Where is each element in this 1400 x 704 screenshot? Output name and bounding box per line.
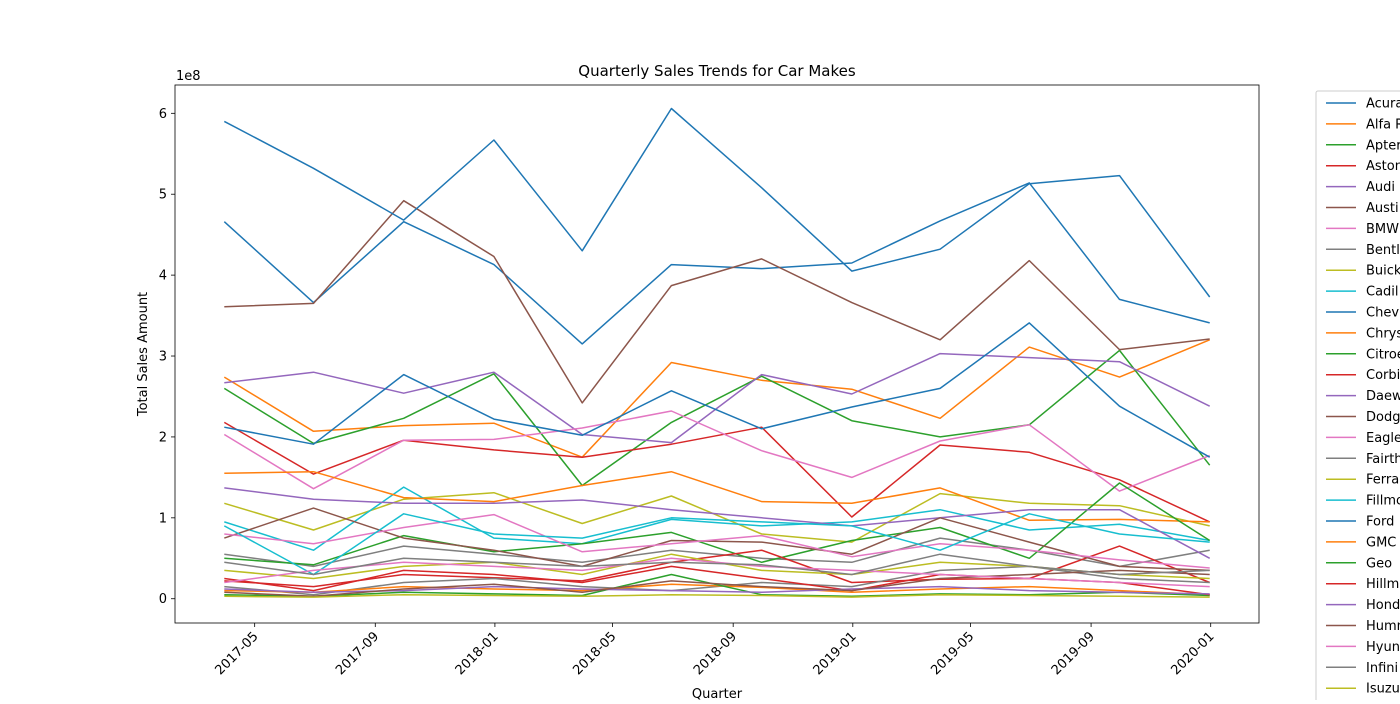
y-scale-label: 1e8	[176, 69, 201, 84]
legend-label: Chev	[1366, 306, 1399, 321]
y-tick-label: 6	[159, 107, 167, 122]
legend-label: Corbi	[1366, 368, 1400, 383]
legend-label: Aston	[1366, 159, 1400, 174]
y-tick-label: 1	[159, 511, 167, 526]
x-tick-label: 2017-05	[213, 629, 262, 678]
y-tick-label: 3	[159, 350, 167, 365]
legend-label: Hond	[1366, 598, 1400, 613]
legend-label: Hillm	[1366, 577, 1399, 592]
series-line-cadil	[224, 486, 1210, 551]
legend-label: Austi	[1366, 201, 1399, 216]
x-tick-label: 2019-01	[811, 629, 860, 678]
legend-label: Eagle	[1366, 431, 1400, 446]
series-line-fillmo	[223, 513, 1210, 576]
legend-label: Geo	[1366, 556, 1392, 571]
legend-label: Hyun	[1366, 640, 1400, 655]
legend-box	[1315, 90, 1400, 704]
series-line-geo	[224, 573, 1210, 598]
series-line-apter	[223, 349, 1211, 487]
legend-label: GMC	[1366, 535, 1396, 550]
legend-label: Infini	[1366, 661, 1398, 676]
y-tick-label: 5	[159, 188, 167, 203]
series-line-eagle	[224, 513, 1210, 569]
legend-label: Isuzu	[1366, 682, 1400, 697]
series-line-isuzu	[224, 593, 1210, 598]
x-tick-label: 2017-09	[333, 629, 382, 678]
series-line-bmw	[223, 410, 1210, 492]
y-axis-title: Total Sales Amount	[136, 292, 151, 417]
x-tick-label: 2018-09	[691, 629, 740, 678]
series-line-humm	[224, 569, 1210, 598]
y-tick-label: 2	[159, 430, 167, 445]
legend-label: BMW	[1366, 222, 1399, 237]
series-line-infini	[224, 553, 1210, 576]
legend-label: Alfa R	[1366, 117, 1400, 132]
series-line-alfa-r	[223, 339, 1210, 458]
series-line-gmc	[224, 583, 1210, 596]
x-tick-label: 2018-01	[453, 629, 502, 678]
x-axis-title: Quarter	[692, 687, 743, 700]
y-tick-label: 4	[159, 269, 167, 284]
legend: Acura Alfa R Apter Aston Audi Austi BMW Bentl Bu…	[1315, 90, 1400, 704]
x-tick-label: 2019-09	[1049, 629, 1098, 678]
series-layer	[223, 107, 1211, 598]
legend-label: Cadil	[1366, 285, 1399, 300]
series-line-chrys	[224, 470, 1210, 523]
y-tick-label: 0	[159, 592, 167, 607]
legend-label: Daew	[1366, 389, 1400, 404]
chart-title: Quarterly Sales Trends for Car Makes	[578, 62, 856, 80]
series-line-dodg	[224, 507, 1210, 572]
legend-label: Citroe	[1366, 347, 1400, 362]
series-line-audi	[224, 352, 1211, 444]
series-line-ford	[224, 322, 1211, 458]
series-line-hyun	[224, 557, 1210, 588]
series-line-chev	[223, 107, 1211, 298]
legend-label: Bentl	[1366, 243, 1400, 258]
series-line-austi	[224, 199, 1210, 404]
legend-label: Chrys	[1366, 326, 1400, 341]
legend-label: Humm	[1366, 619, 1400, 634]
legend-label: Dodg	[1366, 410, 1400, 425]
legend-label: Apter	[1366, 138, 1400, 153]
series-line-daew	[224, 487, 1211, 559]
legend-label: Acura	[1366, 97, 1400, 112]
x-tick-label: 2020-01	[1169, 629, 1218, 678]
series-line-bentl	[224, 537, 1210, 568]
series-line-buick	[224, 491, 1210, 543]
legend-label: Ferra	[1366, 473, 1399, 488]
series-line-aston	[223, 421, 1211, 523]
plot-frame	[174, 84, 1260, 624]
legend-label: Ford	[1366, 515, 1394, 530]
x-tick-label: 2019-05	[928, 629, 977, 678]
legend-label: Audi	[1366, 180, 1395, 195]
series-line-acura	[223, 182, 1210, 345]
legend-label: Fillmo	[1366, 494, 1400, 509]
legend-label: Buick	[1366, 264, 1400, 279]
legend-label: Fairth	[1366, 452, 1400, 467]
x-tick-label: 2018-05	[570, 629, 619, 678]
